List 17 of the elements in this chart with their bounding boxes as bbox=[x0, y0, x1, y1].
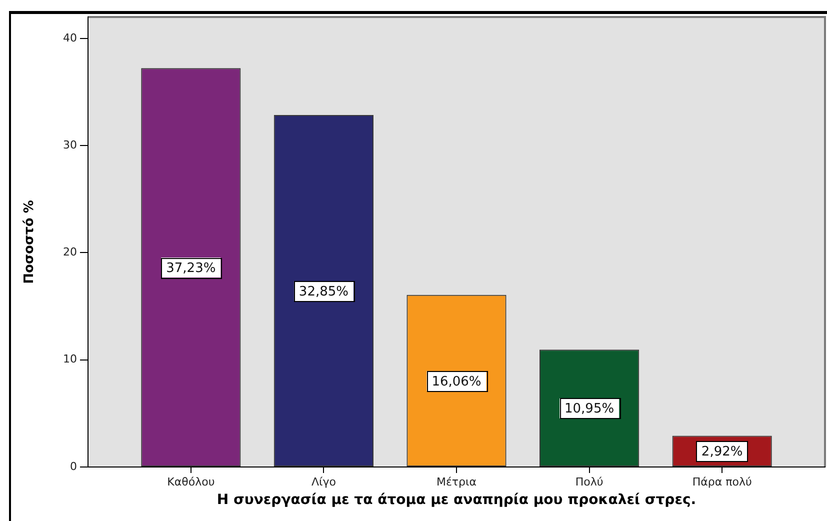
x-tick-label: Λίγο bbox=[311, 475, 336, 488]
y-tick-label: 10 bbox=[63, 352, 77, 366]
y-tick-label: 20 bbox=[63, 246, 77, 259]
y-tick-label: 30 bbox=[63, 138, 77, 152]
data-label: 10,95% bbox=[564, 402, 614, 417]
y-axis-title: Ποσοστό % bbox=[22, 200, 38, 284]
x-tick-label: Καθόλου bbox=[167, 475, 215, 488]
y-tick-label: 40 bbox=[63, 31, 77, 44]
data-label: 16,06% bbox=[432, 374, 482, 390]
x-axis-title: Η συνεργασία με τα άτομα με αναπηρία μου προκαλεί στρες. bbox=[216, 492, 696, 508]
x-tick-label: Πολύ bbox=[575, 475, 604, 488]
data-label: 2,92% bbox=[701, 444, 743, 460]
data-label: 37,23% bbox=[166, 260, 216, 276]
y-tick-label: 0 bbox=[70, 460, 77, 473]
data-label: 32,85% bbox=[298, 284, 348, 300]
x-tick-label: Πάρα πολύ bbox=[692, 475, 752, 488]
x-tick-label: Μέτρια bbox=[436, 475, 477, 488]
